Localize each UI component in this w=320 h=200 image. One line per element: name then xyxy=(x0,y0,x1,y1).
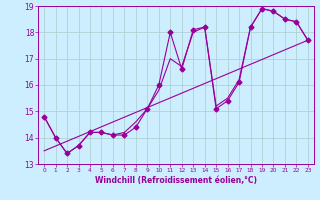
X-axis label: Windchill (Refroidissement éolien,°C): Windchill (Refroidissement éolien,°C) xyxy=(95,176,257,185)
